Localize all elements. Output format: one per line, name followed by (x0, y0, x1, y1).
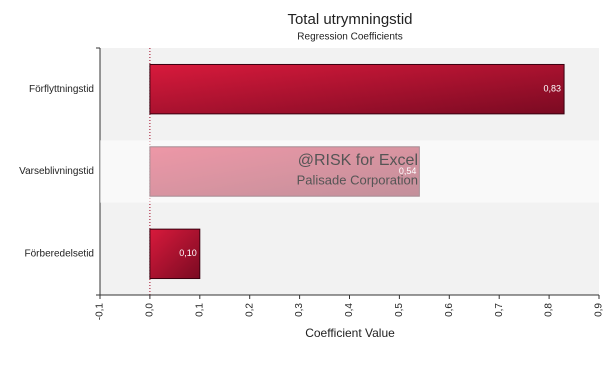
x-tick-label: 0,2 (244, 303, 255, 317)
chart-subtitle: Regression Coefficients (297, 32, 402, 43)
watermark: @RISK for Excel (298, 152, 418, 169)
x-tick-label: 0,3 (294, 303, 305, 317)
x-axis-label: Coefficient Value (305, 326, 395, 340)
y-tick-label: Varseblivningstid (19, 166, 94, 177)
watermark-band (100, 140, 599, 203)
x-tick-label: 0,6 (444, 303, 455, 317)
bar (149, 228, 201, 280)
x-tick-label: 0,1 (194, 303, 205, 317)
x-tick-label: 0,9 (594, 303, 605, 317)
y-tick-label: Förflyttningstid (29, 84, 94, 95)
watermark: Palisade Corporation (297, 172, 418, 187)
y-tick-label: Förberedelsetid (25, 248, 94, 259)
value-label: 0,83 (544, 84, 562, 94)
value-label: 0,10 (179, 248, 197, 258)
chart-title: Total utrymningstid (287, 11, 412, 28)
x-tick-label: 0,4 (344, 303, 355, 317)
x-tick-label: 0,7 (494, 303, 505, 317)
x-tick-label: 0,8 (544, 303, 555, 317)
x-tick-label: 0,0 (145, 303, 156, 317)
x-tick-label: -0,1 (95, 303, 106, 321)
x-tick-label: 0,5 (394, 303, 405, 317)
bar (149, 63, 565, 115)
